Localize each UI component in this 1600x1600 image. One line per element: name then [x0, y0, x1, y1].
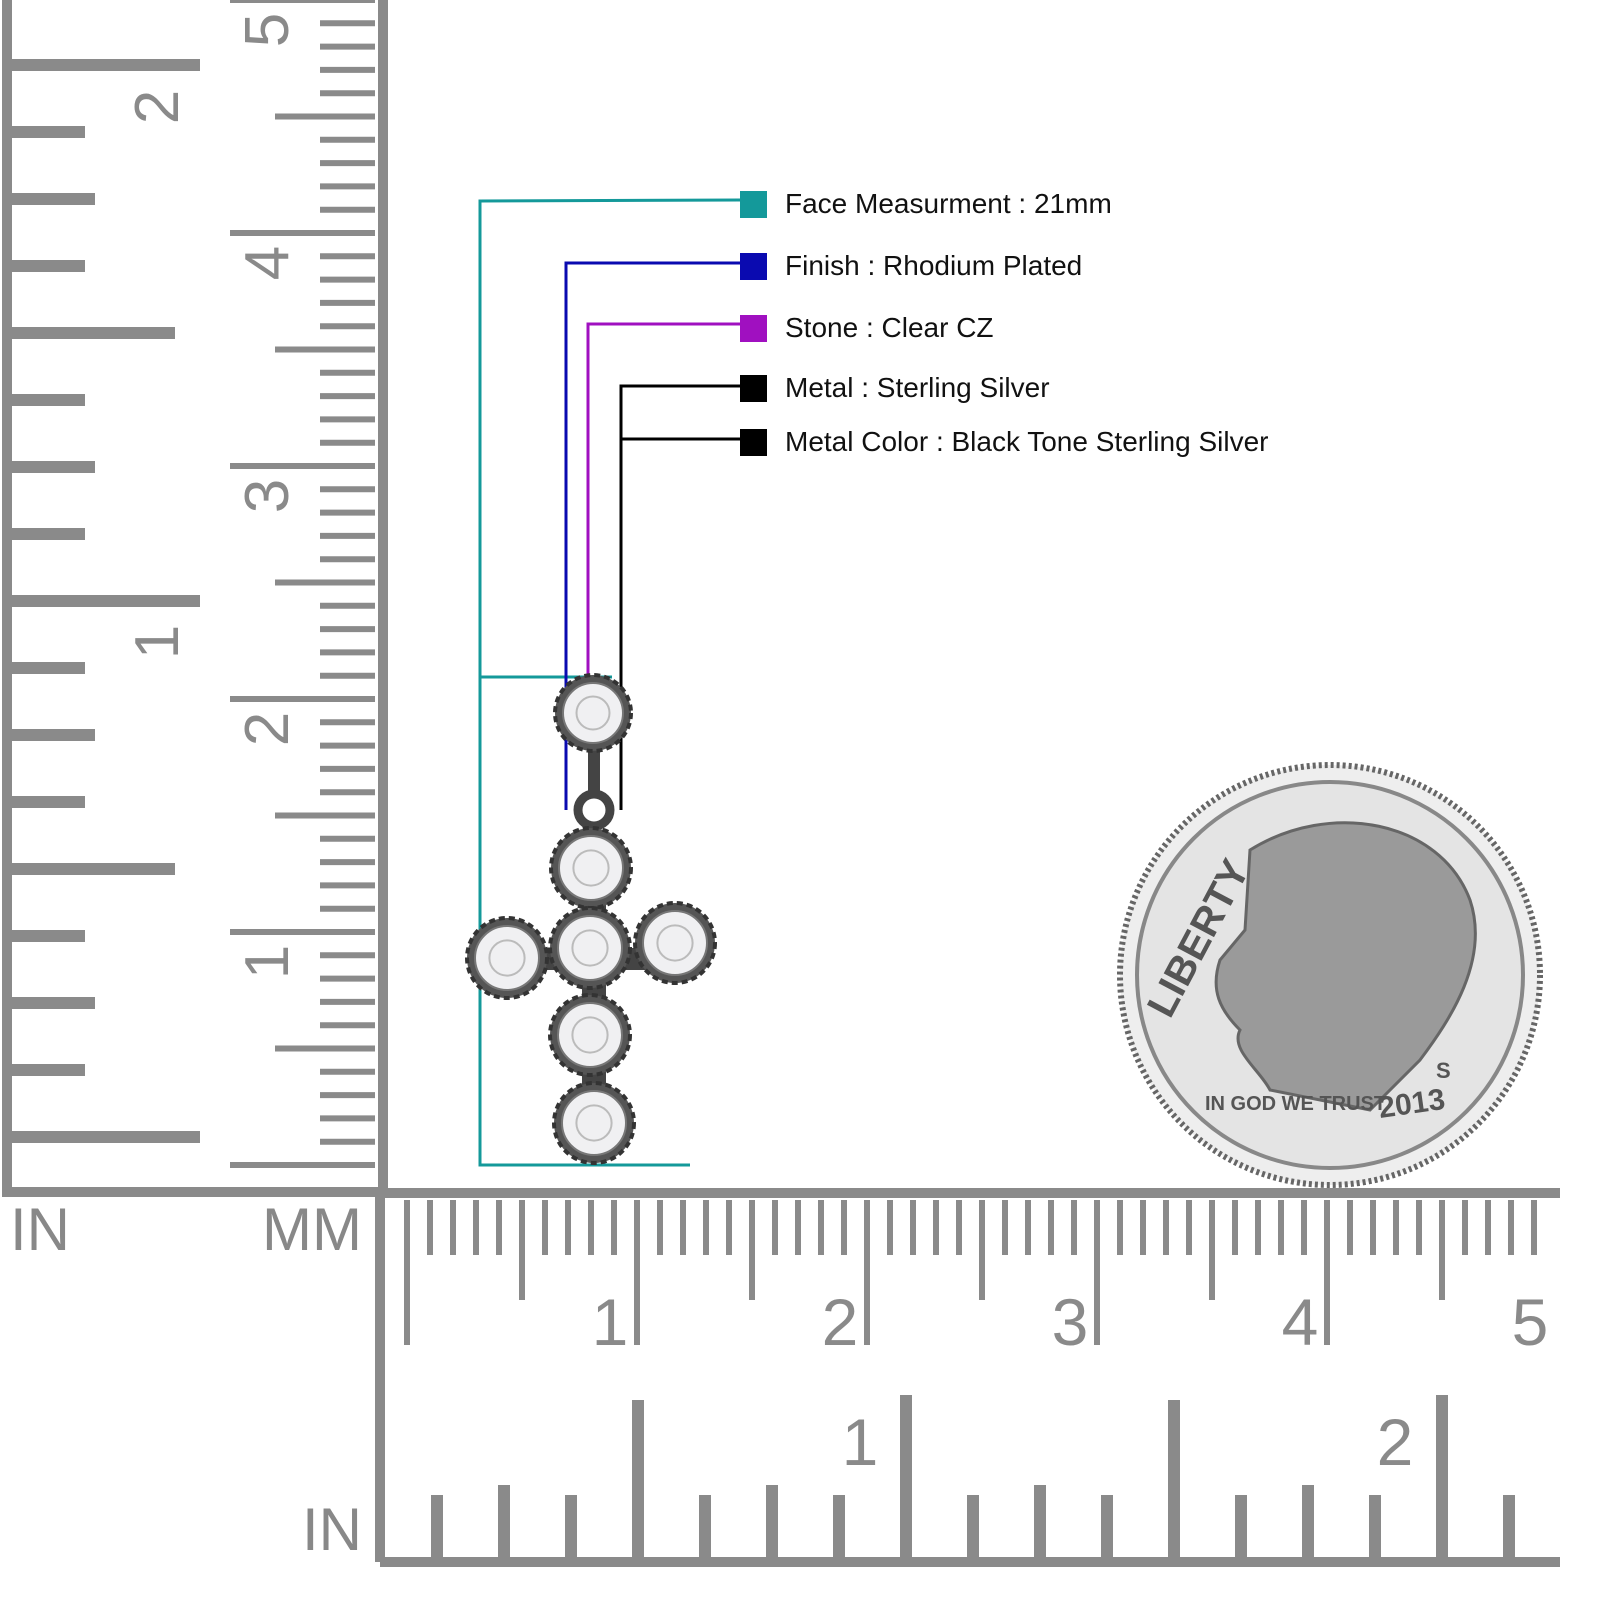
gem [642, 910, 708, 976]
inch-label: 1 [123, 625, 192, 659]
color-swatch [740, 374, 767, 402]
gem [474, 925, 540, 991]
spec-label: Face Measurment : 21mm [785, 188, 1112, 219]
inch-label: 1 [842, 1405, 879, 1479]
inch-label: 2 [1377, 1405, 1414, 1479]
mm-label: 3 [233, 479, 302, 513]
mm-label: 3 [1052, 1285, 1089, 1359]
bail-loop [573, 789, 615, 831]
spec-label: Stone : Clear CZ [785, 312, 994, 343]
spec-label: Metal : Sterling Silver [785, 372, 1050, 403]
spec-label: Metal Color : Black Tone Sterling Silver [785, 426, 1269, 457]
metal-line [619, 384, 740, 810]
mm-label: 1 [233, 945, 302, 979]
color-swatch [740, 314, 767, 342]
gem-facet [656, 924, 694, 962]
coin-mint-mark: S [1436, 1058, 1451, 1083]
mm-label: 4 [1282, 1285, 1319, 1359]
left-ruler-frame [2, 0, 388, 1197]
spec-label: Finish : Rhodium Plated [785, 250, 1083, 281]
mm-label: 5 [1512, 1285, 1549, 1359]
gem-facet [575, 1104, 613, 1142]
gem [557, 1002, 623, 1068]
color-swatch [740, 190, 767, 218]
face-measure-line [478, 198, 741, 1167]
top-gem [562, 682, 624, 744]
gem [561, 1090, 627, 1156]
spec-item: Face Measurment : 21mm [740, 188, 1112, 220]
center-gem-facet [571, 929, 609, 967]
spec-item: Metal : Sterling Silver [740, 372, 1050, 404]
color-swatch [740, 428, 767, 456]
spec-item: Metal Color : Black Tone Sterling Silver [740, 426, 1268, 458]
gem-facet [571, 1016, 609, 1054]
gem-facet [572, 849, 610, 887]
coin-motto-text: IN GOD WE TRUST [1205, 1093, 1386, 1115]
mm-label: 5 [233, 13, 302, 47]
stone-line [586, 322, 740, 718]
left-inch-unit: IN [10, 1196, 70, 1263]
mm-label: 2 [822, 1285, 859, 1359]
left-mm-unit: MM [262, 1196, 362, 1263]
bottom-inch-unit: IN [302, 1496, 362, 1563]
spec-item: Finish : Rhodium Plated [740, 250, 1082, 282]
bail-link [588, 745, 600, 797]
mm-label: 2 [233, 712, 302, 746]
spec-item: Stone : Clear CZ [740, 312, 994, 344]
color-swatch [740, 252, 767, 280]
mm-label: 1 [592, 1285, 629, 1359]
inch-label: 2 [123, 90, 192, 124]
top-gem-facet [575, 695, 611, 731]
finish-line [564, 261, 740, 810]
gem-facet [488, 939, 526, 977]
gem [558, 835, 624, 901]
mm-label: 4 [233, 246, 302, 280]
bottom-ruler-frame [375, 1188, 1560, 1567]
center-gem [557, 915, 623, 981]
roosevelt-portrait [1214, 821, 1477, 1112]
